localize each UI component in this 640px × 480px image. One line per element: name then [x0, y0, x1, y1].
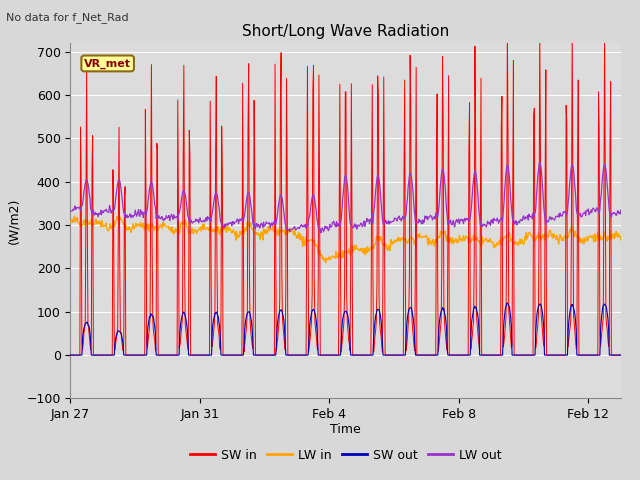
Title: Short/Long Wave Radiation: Short/Long Wave Radiation [242, 24, 449, 39]
X-axis label: Time: Time [330, 422, 361, 435]
Text: No data for f_Net_Rad: No data for f_Net_Rad [6, 12, 129, 23]
Text: VR_met: VR_met [84, 58, 131, 69]
Legend: SW in, LW in, SW out, LW out: SW in, LW in, SW out, LW out [185, 444, 506, 467]
Y-axis label: (W/m2): (W/m2) [8, 198, 20, 244]
